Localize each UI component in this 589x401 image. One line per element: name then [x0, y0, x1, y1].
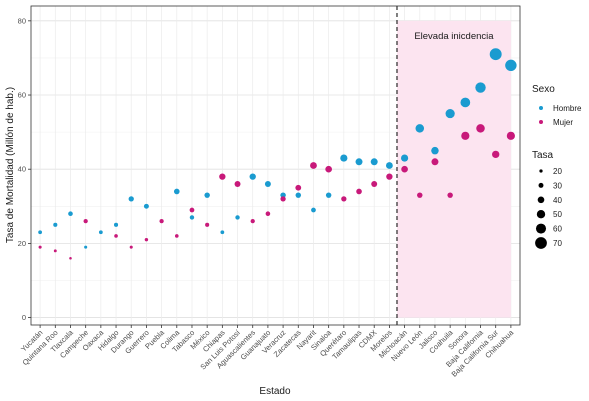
legend-swatch-hombre [539, 106, 543, 110]
point-hombre [355, 158, 363, 166]
panel-border [30, 5, 521, 326]
point-hombre [68, 211, 73, 217]
point-mujer [431, 158, 439, 166]
point-mujer [265, 211, 271, 217]
y-tick-label: 0 [22, 313, 26, 322]
point-mujer [234, 181, 241, 188]
point-mujer [189, 207, 195, 213]
legend-size-label: 30 [553, 181, 562, 190]
point-hombre [189, 215, 195, 220]
point-mujer [250, 219, 255, 224]
legend-size-dot [538, 182, 544, 188]
point-mujer [114, 234, 118, 238]
point-mujer [159, 219, 164, 224]
high-incidence-label: Elevada inicdencia [414, 31, 494, 42]
point-hombre [84, 245, 88, 249]
point-hombre [401, 154, 409, 162]
legend-size-label: 20 [553, 167, 562, 176]
legend-size-dot [535, 223, 547, 234]
legend-size-label: 40 [553, 196, 562, 205]
legend-size-items: 20 30 40 50 60 70 [535, 167, 562, 249]
point-hombre [128, 196, 134, 202]
point-hombre [340, 154, 348, 162]
y-tick-label: 20 [18, 239, 26, 248]
point-mujer [492, 150, 500, 159]
point-hombre [204, 192, 210, 198]
point-mujer [417, 192, 423, 198]
legend-swatch-mujer [539, 120, 543, 124]
point-mujer [205, 222, 210, 227]
point-mujer [356, 188, 362, 195]
point-hombre [143, 203, 149, 209]
y-tick-label: 40 [18, 165, 26, 174]
y-axis-ticks: 0 20 40 60 80 [18, 16, 31, 322]
point-hombre [38, 230, 42, 235]
legend-size-label: 60 [553, 225, 562, 234]
point-hombre [311, 207, 316, 213]
legend-size-dot [536, 210, 546, 219]
point-mujer [447, 192, 453, 198]
point-mujer [341, 196, 347, 202]
point-hombre [460, 97, 471, 108]
point-mujer [144, 237, 149, 242]
legend-color-items: Hombre Mujer [539, 104, 582, 127]
point-mujer [219, 173, 226, 180]
point-hombre [280, 192, 286, 198]
point-hombre [249, 173, 256, 180]
y-tick-label: 60 [18, 91, 26, 100]
point-hombre [264, 181, 271, 188]
point-mujer [295, 184, 302, 191]
legend: Sexo Hombre Mujer Tasa 20 30 40 50 60 70 [532, 84, 582, 249]
point-mujer [476, 124, 485, 133]
point-mujer [53, 249, 57, 253]
y-tick-label: 80 [18, 16, 26, 25]
high-incidence-region [396, 20, 511, 318]
point-hombre [505, 59, 517, 72]
point-mujer [461, 131, 470, 140]
point-mujer [325, 165, 332, 173]
point-hombre [235, 215, 240, 220]
point-mujer [506, 131, 515, 140]
point-mujer [174, 234, 179, 238]
legend-size-label: 50 [553, 210, 562, 219]
point-hombre [475, 82, 486, 93]
point-hombre [220, 230, 225, 235]
point-hombre [98, 230, 103, 235]
point-mujer [280, 196, 286, 202]
legend-size-dot [535, 237, 547, 249]
y-axis-title: Tasa de Mortalidad (Millón de hab.) [5, 87, 16, 243]
legend-size-dot [539, 169, 543, 173]
point-hombre [325, 192, 332, 198]
point-mujer [83, 219, 88, 224]
point-mujer [401, 165, 408, 173]
point-mujer [310, 162, 317, 169]
legend-color-title: Sexo [532, 84, 555, 95]
point-hombre [415, 124, 425, 133]
data-points [38, 48, 517, 260]
point-hombre [445, 108, 455, 119]
x-axis-title: Estado [259, 386, 291, 397]
point-hombre [431, 146, 439, 155]
point-mujer [129, 245, 133, 249]
legend-size-dot [537, 196, 545, 204]
point-hombre [113, 222, 119, 227]
point-mujer [371, 181, 378, 188]
point-hombre [53, 222, 58, 227]
point-hombre [295, 192, 302, 198]
point-mujer [69, 256, 72, 260]
point-hombre [370, 158, 378, 166]
point-hombre [173, 188, 180, 195]
legend-label-mujer: Mujer [553, 118, 573, 127]
point-hombre [489, 48, 502, 61]
legend-label-hombre: Hombre [553, 104, 582, 113]
legend-size-label: 70 [553, 239, 562, 248]
point-mujer [38, 245, 42, 249]
point-mujer [386, 173, 393, 180]
legend-size-title: Tasa [532, 150, 554, 161]
point-hombre [385, 162, 393, 169]
